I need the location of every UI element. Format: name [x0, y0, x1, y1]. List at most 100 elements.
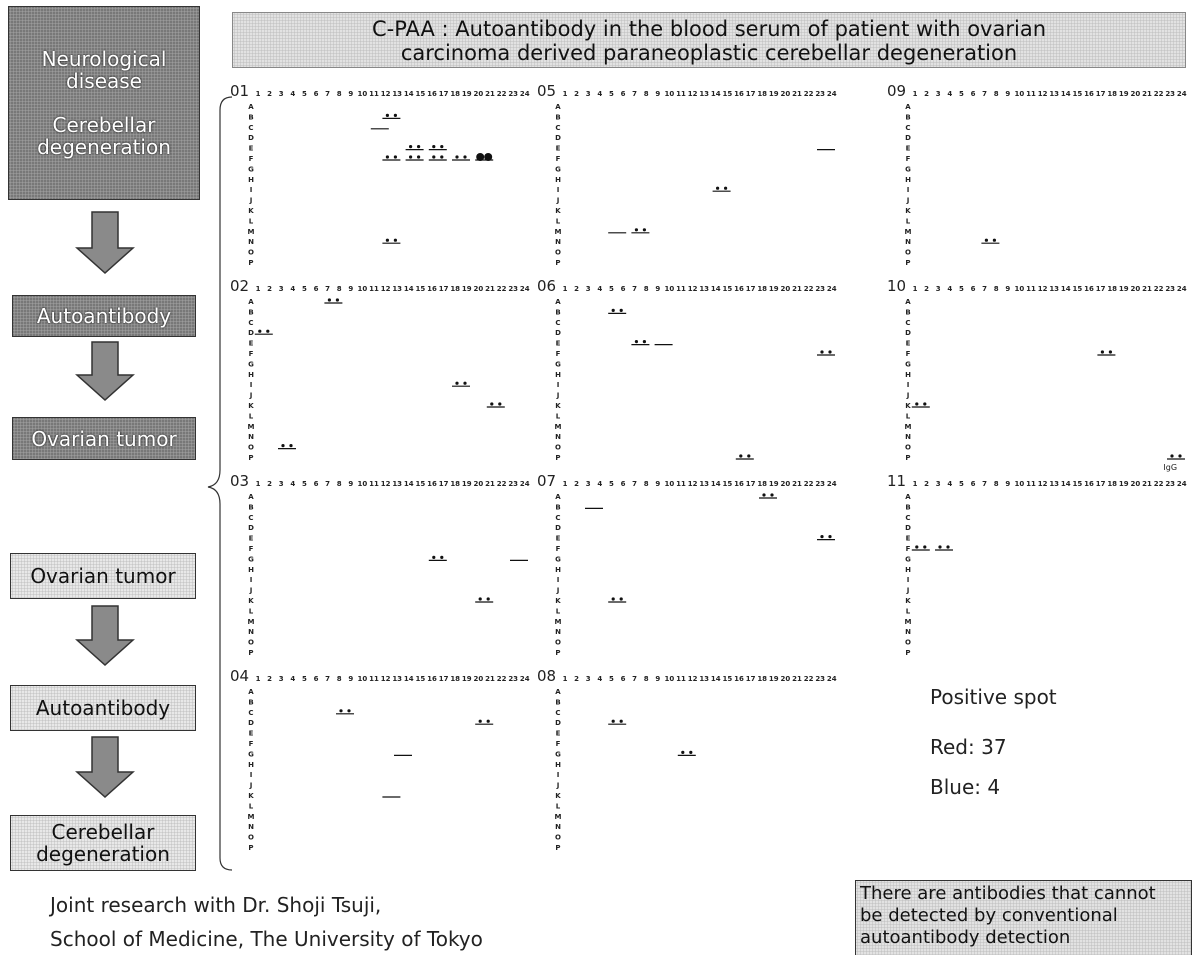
column-number: 7 [632, 675, 637, 683]
row-letter: N [248, 823, 254, 831]
column-number: 24 [520, 90, 530, 98]
spot [417, 155, 420, 158]
row-letter: D [555, 134, 561, 142]
row-letter: K [905, 597, 911, 605]
row-letter: L [249, 607, 254, 615]
row-letter: K [248, 792, 254, 800]
column-number: 1 [256, 480, 261, 488]
row-letter: P [555, 259, 560, 267]
column-number: 13 [392, 90, 402, 98]
row-letter: G [555, 360, 561, 368]
flow-box: Autoantibody [10, 685, 196, 731]
row-letter: O [905, 639, 911, 647]
column-number: 4 [597, 90, 602, 98]
row-letter: H [248, 566, 254, 574]
column-number: 2 [574, 285, 579, 293]
row-letter: E [906, 340, 911, 348]
row-letter: F [556, 740, 561, 748]
column-number: 16 [1084, 90, 1094, 98]
spot [689, 751, 692, 754]
row-letter: G [248, 165, 254, 173]
row-letter: H [248, 371, 254, 379]
arrow [77, 342, 133, 400]
column-number: 16 [734, 90, 744, 98]
column-number: 3 [279, 480, 284, 488]
column-number: 24 [827, 285, 837, 293]
column-number: 15 [416, 480, 426, 488]
column-number: 20 [1131, 480, 1141, 488]
row-letter: M [555, 813, 562, 821]
row-letter: H [905, 566, 911, 574]
column-number: 20 [474, 285, 484, 293]
spot [739, 454, 742, 457]
spot [476, 153, 484, 161]
column-number: 14 [711, 285, 721, 293]
row-letter: P [905, 454, 910, 462]
column-number: 23 [815, 675, 825, 683]
row-letter: I [907, 381, 910, 389]
arrow [77, 212, 133, 273]
spot [681, 751, 684, 754]
note-line: There are antibodies that cannot [860, 883, 1187, 905]
column-number: 17 [439, 480, 449, 488]
column-number: 17 [439, 90, 449, 98]
column-number: 24 [1177, 90, 1187, 98]
row-letter: J [249, 392, 253, 400]
row-letter: F [249, 350, 254, 358]
column-number: 11 [676, 675, 686, 683]
flow-text: Ovarian tumor [30, 565, 175, 587]
column-number: 16 [427, 480, 437, 488]
column-number: 13 [699, 285, 709, 293]
panel-label: 09 [887, 82, 906, 100]
row-letter: A [555, 493, 561, 501]
row-letter: D [248, 134, 254, 142]
column-number: 14 [404, 90, 414, 98]
row-letter: D [555, 719, 561, 727]
row-letter: O [248, 834, 254, 842]
row-letter: D [248, 719, 254, 727]
row-letter: M [248, 813, 255, 821]
column-number: 14 [404, 675, 414, 683]
column-number: 8 [644, 480, 649, 488]
column-number: 7 [325, 675, 330, 683]
column-number: 1 [563, 90, 568, 98]
row-letter: O [905, 249, 911, 257]
column-number: 12 [1038, 480, 1048, 488]
row-letter: L [556, 217, 561, 225]
spot [347, 709, 350, 712]
row-letter: K [555, 597, 561, 605]
spot [716, 187, 719, 190]
column-number: 23 [1165, 90, 1175, 98]
column-number: 2 [574, 90, 579, 98]
column-number: 21 [792, 480, 802, 488]
column-number: 5 [302, 90, 307, 98]
row-letter: D [555, 524, 561, 532]
spot [498, 402, 501, 405]
row-letter: G [905, 555, 911, 563]
spot [828, 350, 831, 353]
column-number: 6 [314, 285, 319, 293]
spot [643, 228, 646, 231]
column-number: 11 [369, 285, 379, 293]
column-number: 19 [462, 480, 472, 488]
spot [266, 330, 269, 333]
igg-label: IgG [1163, 463, 1177, 472]
column-number: 9 [348, 675, 353, 683]
spot [923, 545, 926, 548]
column-number: 24 [1177, 285, 1187, 293]
row-letter: A [248, 298, 254, 306]
row-letter: F [249, 155, 254, 163]
column-number: 5 [959, 480, 964, 488]
column-number: 10 [665, 90, 675, 98]
column-number: 22 [1154, 285, 1164, 293]
column-number: 15 [723, 285, 733, 293]
spot [289, 444, 292, 447]
column-number: 9 [348, 90, 353, 98]
column-number: 2 [574, 480, 579, 488]
spot [455, 382, 458, 385]
column-number: 18 [450, 285, 460, 293]
flow-text: Autoantibody [36, 697, 170, 719]
column-number: 12 [688, 675, 698, 683]
column-number: 4 [947, 90, 952, 98]
column-number: 20 [781, 90, 791, 98]
